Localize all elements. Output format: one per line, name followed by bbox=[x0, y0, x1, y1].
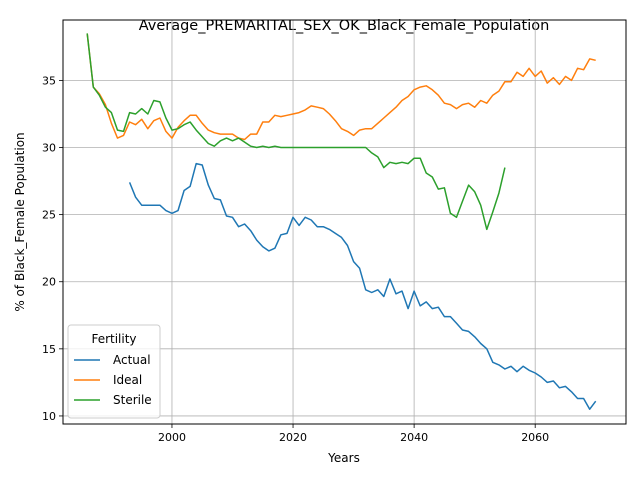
x-axis: 2000 2020 2040 2060 bbox=[158, 424, 549, 444]
chart-title: Average_PREMARITAL_SEX_OK_Black_Female_P… bbox=[139, 18, 550, 34]
y-tick-label: 35 bbox=[42, 74, 56, 87]
x-axis-label: Years bbox=[327, 451, 360, 465]
legend-label-sterile: Sterile bbox=[113, 393, 152, 407]
legend-title: Fertility bbox=[91, 332, 136, 346]
x-tick-label: 2000 bbox=[158, 431, 186, 444]
y-axis: 10 15 20 25 30 35 bbox=[42, 74, 63, 423]
legend-label-actual: Actual bbox=[113, 353, 151, 367]
y-tick-label: 25 bbox=[42, 209, 56, 222]
series-group bbox=[86, 33, 597, 410]
y-tick-label: 15 bbox=[42, 343, 56, 356]
series-line-ideal bbox=[86, 33, 596, 141]
x-tick-label: 2040 bbox=[400, 431, 428, 444]
legend-box bbox=[67, 324, 161, 419]
plot-area-frame bbox=[62, 19, 627, 425]
legend-label-ideal: Ideal bbox=[113, 373, 142, 387]
series-line-actual bbox=[128, 162, 597, 410]
y-tick-label: 20 bbox=[42, 276, 56, 289]
y-axis-label: % of Black_Female Population bbox=[13, 132, 27, 311]
legend: Fertility Actual Ideal Sterile bbox=[67, 324, 161, 419]
y-tick-label: 30 bbox=[42, 142, 56, 155]
x-tick-label: 2020 bbox=[279, 431, 307, 444]
series-line-sterile bbox=[86, 33, 506, 231]
x-tick-label: 2060 bbox=[521, 431, 549, 444]
y-tick-label: 10 bbox=[42, 410, 56, 423]
